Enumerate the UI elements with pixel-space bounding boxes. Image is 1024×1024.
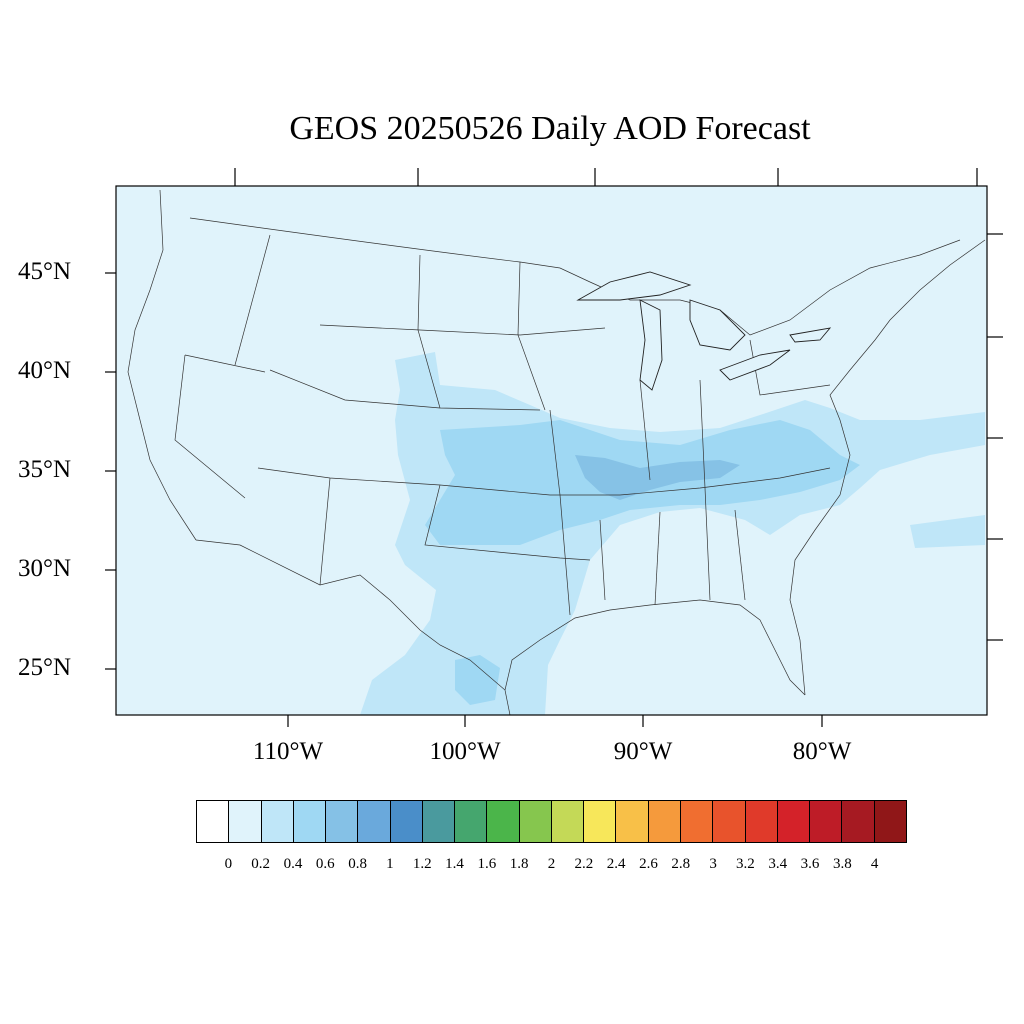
colorbar-label: 1.8 [509,856,529,872]
colorbar-box [648,801,681,842]
colorbar-box [519,801,552,842]
lake-huron [689,299,746,351]
east-coast [789,239,986,696]
colorbar-box [874,801,906,842]
colorbar-label: 3.6 [800,856,820,872]
colorbar-box [745,801,778,842]
mexico-border [195,539,511,716]
lake-michigan [639,299,663,391]
colorbar-box [584,801,617,842]
colorbar-box [261,801,294,842]
lat-label-35n: 35°N [18,456,72,483]
lat-label-30n: 30°N [18,555,72,582]
lon-label-100w: 100°W [429,738,501,765]
colorbar-label: 2 [547,856,556,872]
map-frame [115,185,988,716]
aod-plume-tx-ok [470,485,550,508]
colorbar-box [551,801,585,842]
colorbar [196,800,907,843]
colorbar-label: 0.4 [283,856,303,872]
colorbar-label: 0.6 [315,856,335,872]
colorbar-box [777,801,811,842]
colorbar-box [810,801,843,842]
aod-plume-south-texas [455,655,500,705]
lake-superior [576,271,692,301]
ticks [105,168,1003,727]
great-lakes [576,271,832,391]
aod-shading [360,352,985,715]
lon-label-80w: 80°W [792,738,852,765]
colorbar-box [680,801,714,842]
lake-ontario [789,327,832,343]
colorbar-label: 0 [224,856,233,872]
colorbar-label: 1 [386,856,394,872]
lon-label-110w: 110°W [252,738,324,765]
aod-plume-hotspot-ar-tn [575,455,740,500]
colorbar-label: 1.2 [412,856,432,872]
colorbar-label: 3.4 [768,856,788,872]
west-coast [127,189,197,541]
lat-label-45n: 45°N [18,258,72,285]
boundaries [127,189,986,716]
colorbar-label: 1.6 [477,856,497,872]
colorbar-label: 1.4 [445,856,464,872]
colorbar-box [326,801,359,842]
colorbar-box [455,801,488,842]
colorbar-box [390,801,423,842]
lat-label-40n: 40°N [18,357,72,384]
lon-label-90w: 90°W [613,738,673,765]
colorbar-box [713,801,746,842]
colorbar-label: 0.8 [348,856,367,872]
colorbar-box [422,801,456,842]
colorbar-label: 2.8 [671,856,691,872]
colorbar-label: 2.2 [574,856,594,872]
colorbar-label: 3.2 [736,856,755,872]
colorbar-label: 3 [709,856,717,872]
colorbar-box [616,801,649,842]
gulf-coast [504,599,806,696]
colorbar-box [293,801,327,842]
colorbar-label: 4 [870,856,879,872]
colorbar-label: 2.4 [606,856,626,872]
colorbar-box [842,801,875,842]
colorbar-label: 3.8 [832,856,852,872]
canada-border [189,217,961,336]
aod-plume-atlantic [910,515,985,548]
colorbar-box [358,801,391,842]
colorbar-box [197,801,230,842]
lake-erie [719,349,791,381]
colorbar-box [487,801,520,842]
lat-label-25n: 25°N [18,654,72,681]
colorbar-label: 0.2 [251,856,270,872]
map-title: GEOS 20250526 Daily AOD Forecast [289,110,811,147]
colorbar-box [229,801,262,842]
colorbar-label: 2.6 [639,856,658,872]
